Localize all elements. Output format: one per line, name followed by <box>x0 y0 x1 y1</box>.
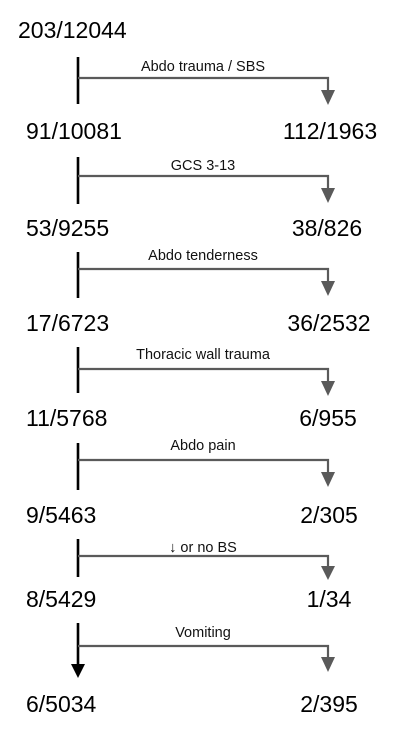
remaining-count-5: 9/5463 <box>26 502 97 528</box>
remaining-count-3: 17/6723 <box>26 310 110 336</box>
remaining-count-2: 53/9255 <box>26 215 110 241</box>
rule-label-1: Abdo trauma / SBS <box>140 59 266 75</box>
remaining-count-7: 6/5034 <box>26 691 97 717</box>
branch-connector-7 <box>78 644 330 657</box>
split-count-3: 36/2532 <box>287 310 371 336</box>
branch-connector-3 <box>78 267 330 281</box>
rule-label-4: Thoracic wall trauma <box>136 347 270 363</box>
rule-label-3: Abdo tenderness <box>148 248 258 264</box>
branch-connector-4 <box>78 367 330 381</box>
rule-label-7: Vomiting <box>175 625 231 641</box>
split-count-2: 38/826 <box>291 215 363 241</box>
branch-arrowhead-2 <box>321 188 335 203</box>
branch-arrowhead-6 <box>321 566 335 580</box>
trunk-arrowhead-7 <box>71 664 85 678</box>
root-count: 203/12044 <box>18 17 127 43</box>
remaining-count-6: 8/5429 <box>26 586 97 612</box>
remaining-count-1: 91/10081 <box>26 118 122 144</box>
branch-connector-5 <box>78 458 330 472</box>
split-count-5: 2/305 <box>300 502 358 528</box>
branch-connector-6 <box>78 554 330 566</box>
remaining-count-4: 11/5768 <box>26 405 108 431</box>
branch-arrowhead-7 <box>321 657 335 672</box>
split-count-6: 1/34 <box>306 586 352 612</box>
branch-connector-2 <box>78 174 330 188</box>
split-count-1: 112/1963 <box>282 118 378 144</box>
branch-arrowhead-5 <box>321 472 335 487</box>
branch-arrowhead-4 <box>321 381 335 396</box>
branch-connector-1 <box>78 76 330 90</box>
rule-label-6: ↓ or no BS <box>169 540 237 556</box>
branch-arrowhead-3 <box>321 281 335 296</box>
split-count-7: 2/395 <box>300 691 358 717</box>
rule-label-5: Abdo pain <box>170 438 236 454</box>
split-count-4: 6/955 <box>299 405 357 431</box>
rule-label-2: GCS 3-13 <box>170 158 236 174</box>
branch-arrowhead-1 <box>321 90 335 105</box>
